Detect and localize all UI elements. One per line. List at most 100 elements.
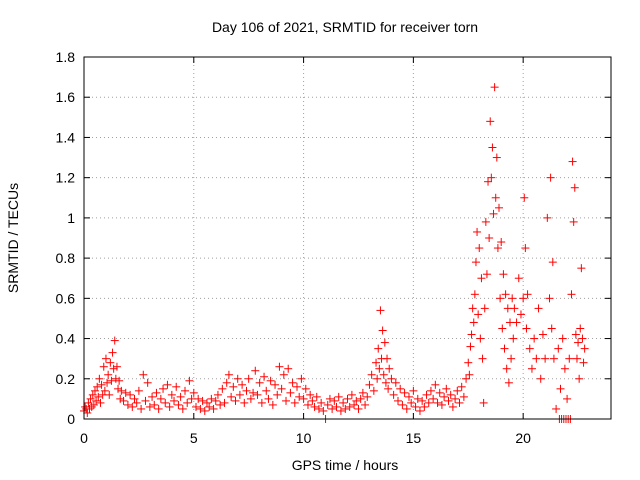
y-tick-label: 1.2 — [56, 170, 76, 186]
data-point — [103, 378, 112, 387]
data-point — [198, 396, 207, 405]
data-point — [352, 396, 361, 405]
data-point — [244, 374, 253, 383]
data-point — [301, 384, 310, 393]
data-point — [469, 318, 478, 327]
y-tick-label: 0.6 — [56, 290, 76, 306]
data-point — [380, 338, 389, 347]
data-point — [389, 390, 398, 399]
data-point — [123, 400, 132, 409]
data-point — [468, 304, 477, 313]
data-point — [260, 372, 269, 381]
data-point — [538, 330, 547, 339]
data-point — [391, 378, 400, 387]
chart-title: Day 106 of 2021, SRMTID for receiver tor… — [212, 19, 478, 35]
data-point — [271, 380, 280, 389]
data-point — [350, 400, 359, 409]
data-point — [516, 310, 525, 319]
data-point — [523, 290, 532, 299]
data-point — [213, 390, 222, 399]
data-point — [183, 398, 192, 407]
data-point — [361, 400, 370, 409]
data-point — [189, 388, 198, 397]
data-point — [84, 398, 93, 407]
data-point — [552, 404, 561, 413]
data-point — [479, 398, 488, 407]
data-point — [554, 344, 563, 353]
data-point — [575, 374, 584, 383]
data-point — [114, 384, 123, 393]
data-point — [569, 217, 578, 226]
data-point — [477, 274, 486, 283]
data-point — [379, 370, 388, 379]
data-point — [457, 382, 466, 391]
data-point — [292, 382, 301, 391]
data-point — [275, 362, 284, 371]
data-point — [137, 404, 146, 413]
data-point — [191, 402, 200, 411]
data-point — [473, 227, 482, 236]
data-point — [448, 402, 457, 411]
data-point — [303, 400, 312, 409]
data-point — [99, 362, 108, 371]
data-point — [525, 344, 534, 353]
data-point — [409, 386, 418, 395]
y-tick-label: 0.2 — [56, 371, 76, 387]
data-point — [306, 390, 315, 399]
data-point — [181, 386, 190, 395]
data-point — [482, 270, 491, 279]
data-point — [369, 386, 378, 395]
y-tick-label: 0.4 — [56, 331, 76, 347]
data-point — [345, 402, 354, 411]
data-point — [235, 390, 244, 399]
axis-tick-labels: 0 0.2 0.4 0.6 0.8 1 1.2 1.4 1.6 1.8 0 5 10 15 20 — [56, 49, 532, 446]
data-point — [565, 354, 574, 363]
data-point — [415, 406, 424, 415]
data-point — [255, 378, 264, 387]
data-point — [314, 404, 323, 413]
data-point — [343, 394, 352, 403]
data-point — [492, 153, 501, 162]
data-point — [139, 370, 148, 379]
data-point — [290, 398, 299, 407]
data-point — [478, 354, 487, 363]
data-point — [200, 406, 209, 415]
data-point — [297, 374, 306, 383]
data-point — [299, 394, 308, 403]
data-point — [500, 344, 509, 353]
data-point — [117, 386, 126, 395]
data-point — [381, 378, 390, 387]
data-point — [154, 404, 163, 413]
data-point — [336, 406, 345, 415]
data-point — [465, 370, 474, 379]
data-point — [116, 394, 125, 403]
data-point — [325, 394, 334, 403]
data-point — [170, 396, 179, 405]
data-point — [484, 177, 493, 186]
data-point — [499, 270, 508, 279]
data-point — [547, 324, 556, 333]
data-point — [334, 392, 343, 401]
data-point — [196, 404, 205, 413]
data-point — [576, 324, 585, 333]
data-point — [446, 390, 455, 399]
y-tick-label: 0.8 — [56, 250, 76, 266]
data-point — [202, 398, 211, 407]
data-point — [268, 400, 277, 409]
data-point — [464, 358, 473, 367]
data-point — [508, 294, 517, 303]
data-point — [163, 380, 172, 389]
data-point — [178, 404, 187, 413]
data-point — [466, 342, 475, 351]
data-point — [578, 334, 587, 343]
x-axis-label: GPS time / hours — [292, 457, 399, 473]
data-point — [534, 304, 543, 313]
data-point — [218, 384, 227, 393]
axis-ticks — [83, 56, 611, 420]
data-point — [279, 370, 288, 379]
data-point — [424, 398, 433, 407]
data-point — [418, 396, 427, 405]
data-point — [317, 398, 326, 407]
data-point — [134, 386, 143, 395]
